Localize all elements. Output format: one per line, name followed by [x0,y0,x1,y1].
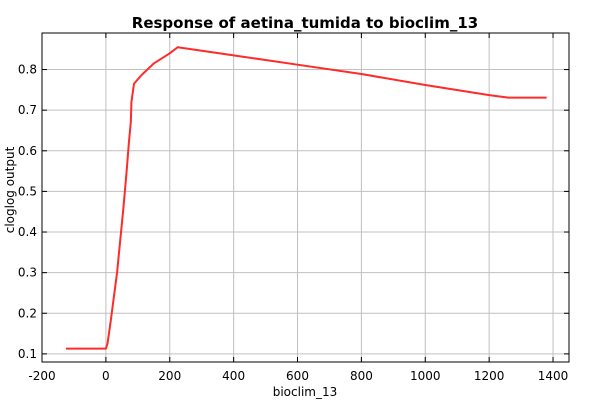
series-layer [65,46,547,350]
x-axis: -200 0 200 400 600 800 1000 1200 1400 [28,33,568,383]
y-tick-label: 0.3 [18,266,37,280]
y-tick-label: 0.5 [18,184,37,198]
y-tick-label: 0.7 [18,103,37,117]
x-axis-label: bioclim_13 [273,385,338,399]
x-tick-label: 200 [158,369,181,383]
y-tick-label: 0.6 [18,144,37,158]
series-line [65,46,547,350]
chart-title: Response of aetina_tumida to bioclim_13 [132,14,478,32]
x-tick-label: 1000 [410,369,441,383]
grid [42,33,569,362]
x-tick-label: 800 [350,369,373,383]
y-axis: 0.1 0.2 0.3 0.4 0.5 0.6 0.7 0.8 [18,63,569,361]
x-tick-label: 1400 [538,369,569,383]
x-tick-label: 0 [102,369,110,383]
y-tick-label: 0.1 [18,347,37,361]
y-tick-label: 0.4 [18,225,37,239]
x-tick-label: 400 [222,369,245,383]
x-tick-label: 600 [286,369,309,383]
x-tick-label: 1200 [474,369,505,383]
x-tick-label: -200 [28,369,55,383]
y-tick-label: 0.2 [18,306,37,320]
y-axis-label: cloglog output [3,146,17,233]
plot-frame [41,32,570,363]
y-tick-label: 0.8 [18,63,37,77]
